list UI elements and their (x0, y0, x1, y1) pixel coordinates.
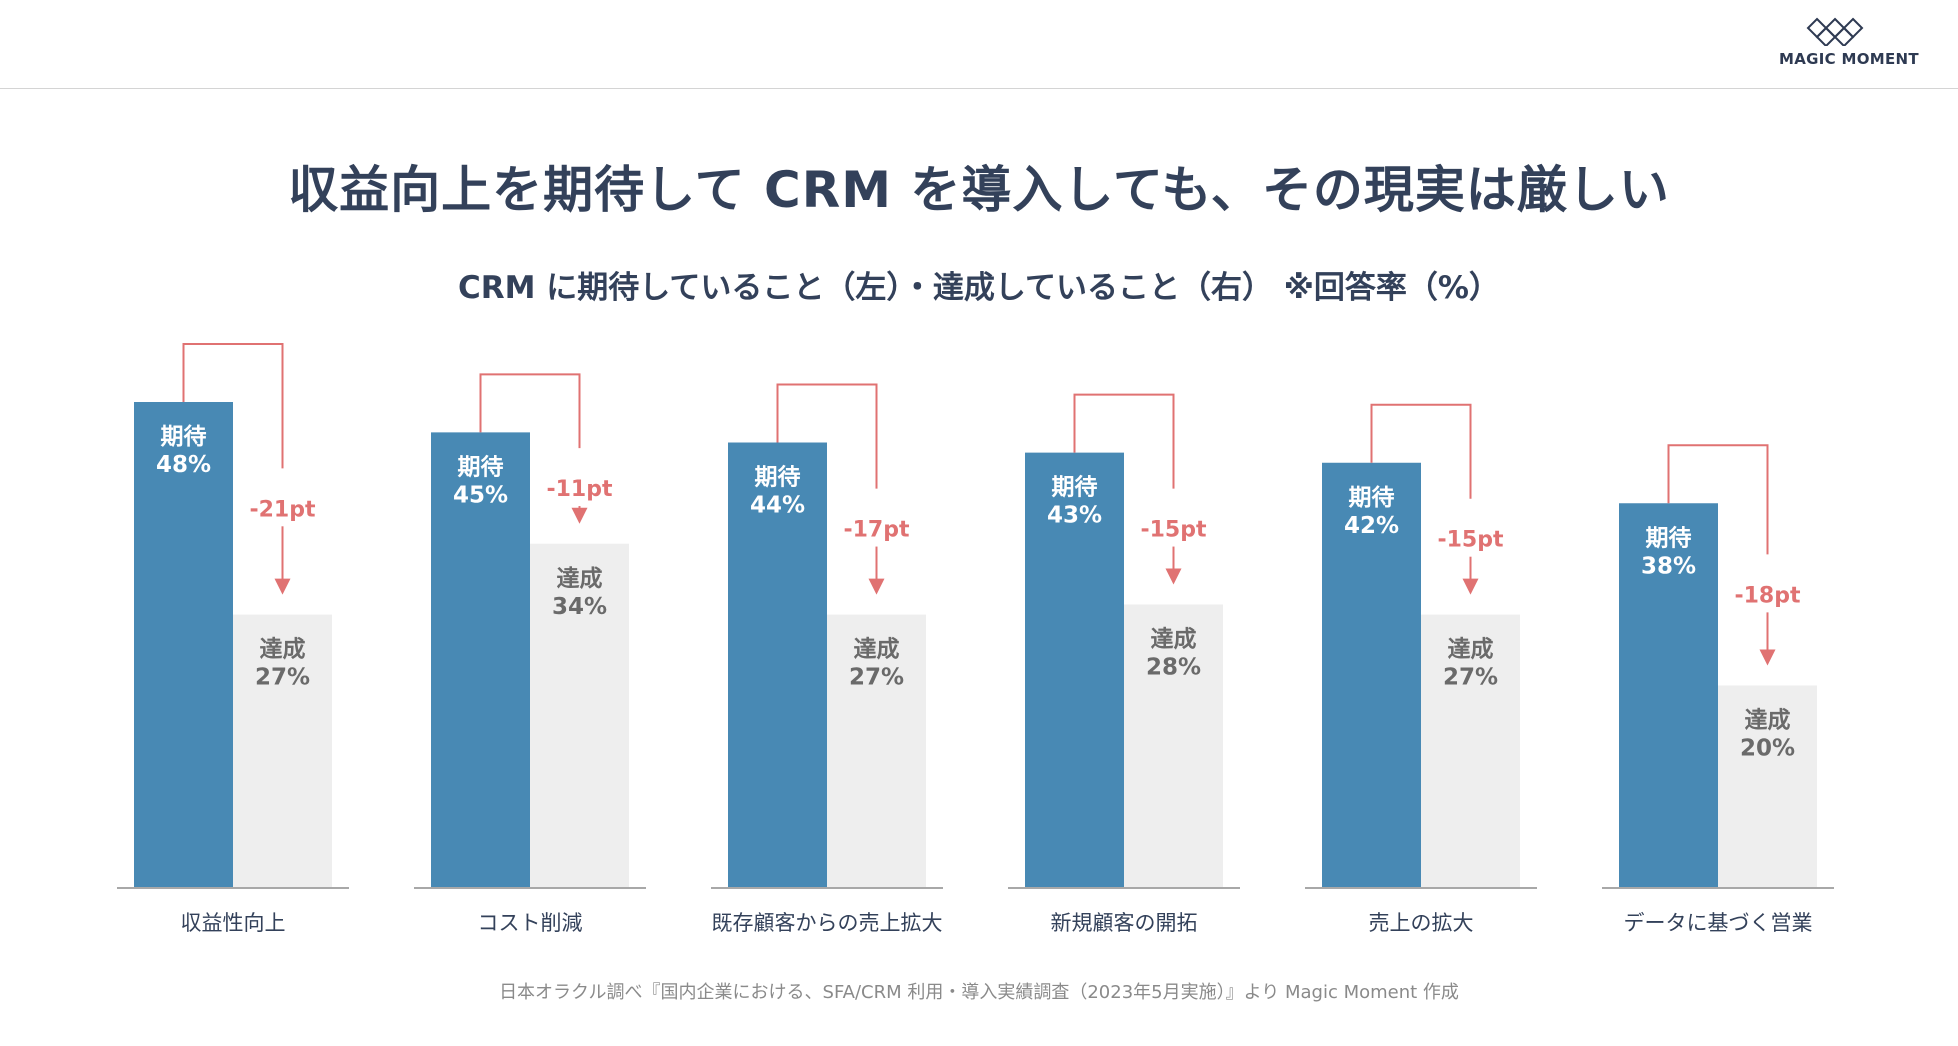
difference-arrowhead (868, 578, 885, 595)
difference-bracket (1667, 444, 1769, 555)
difference-bracket (182, 343, 284, 469)
expected-value-label: 期待 43% (1047, 474, 1102, 529)
expected-value-label: 期待 42% (1344, 484, 1399, 539)
expected-value-label: 期待 38% (1641, 524, 1696, 579)
category-label: 新規顧客の開拓 (1051, 911, 1198, 935)
achieved-bar (233, 614, 332, 888)
difference-label: -15pt (1140, 518, 1206, 543)
expected-bar (1619, 503, 1718, 888)
expected-value-label: 期待 44% (750, 464, 805, 519)
achieved-value-label: 達成 28% (1146, 626, 1201, 681)
achieved-value-label: 達成 27% (849, 636, 904, 691)
difference-arrowhead (571, 507, 588, 524)
expected-bar (1322, 462, 1421, 888)
difference-arrowhead (1165, 568, 1182, 585)
achieved-value-label: 達成 27% (255, 636, 310, 691)
logo: MAGIC MOMENT (1764, 12, 1934, 78)
expected-bar (728, 442, 827, 888)
achieved-value-label: 達成 27% (1443, 636, 1498, 691)
achieved-value-label: 達成 20% (1740, 707, 1795, 762)
expected-bar (134, 402, 233, 888)
header-divider (0, 88, 1958, 89)
category-label: 売上の拡大 (1369, 911, 1474, 935)
expected-value-label: 期待 48% (156, 423, 211, 478)
page-title: 収益向上を期待して CRM を導入しても、その現実は厳しい (288, 161, 1670, 219)
logo-text: MAGIC MOMENT (1779, 50, 1919, 68)
difference-arrowhead (274, 578, 291, 595)
achieved-bar (1718, 685, 1817, 888)
diamond-logo-icon (1806, 17, 1864, 46)
expected-bar (1025, 452, 1124, 888)
achieved-bar (1421, 614, 1520, 888)
chart-subtitle: CRM に期待していること（左）・達成していること（右） ※回答率（%） (458, 270, 1500, 306)
difference-label: -18pt (1734, 583, 1800, 608)
difference-bracket (776, 383, 878, 489)
bar-chart: 期待 48% 達成 27% -21pt 収益性向上 期待 45% 達成 34% -11pt コスト削減… (117, 343, 1834, 935)
source-note: 日本オラクル調べ『国内企業における、SFA/CRM 利用・導入実績調査（2023… (499, 982, 1459, 1003)
difference-label: -11pt (546, 477, 612, 502)
category-label: コスト削減 (478, 911, 583, 935)
achieved-value-label: 達成 34% (552, 565, 607, 620)
difference-label: -15pt (1437, 528, 1503, 553)
difference-label: -17pt (843, 518, 909, 543)
achieved-bar (1124, 604, 1223, 888)
expected-bar (431, 432, 530, 888)
category-label: データに基づく営業 (1624, 911, 1813, 935)
difference-arrowhead (1462, 578, 1479, 595)
difference-bracket (479, 373, 581, 449)
category-label: 収益性向上 (181, 911, 286, 935)
difference-label: -21pt (249, 497, 315, 522)
category-label: 既存顧客からの売上拡大 (712, 911, 943, 935)
achieved-bar (530, 543, 629, 888)
difference-bracket (1370, 403, 1472, 499)
difference-bracket (1073, 393, 1175, 489)
expected-value-label: 期待 45% (453, 453, 508, 508)
achieved-bar (827, 614, 926, 888)
difference-arrowhead (1759, 649, 1776, 666)
